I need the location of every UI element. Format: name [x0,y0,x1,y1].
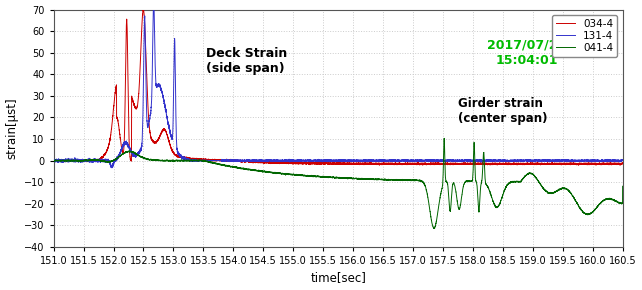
131-4 [160,102,168,105]
034-4 [50,159,58,162]
X-axis label: time[sec]: time[sec] [310,271,366,284]
041-4 [131,151,139,155]
041-4 [92,158,100,162]
034-4 [575,164,582,167]
Text: 2017/07/29
15:04:01: 2017/07/29 15:04:01 [487,39,566,67]
041-4 [164,159,172,162]
034-4 [355,162,363,165]
131-4 [108,166,116,170]
Legend: 034-4, 131-4, 041-4: 034-4, 131-4, 041-4 [551,15,618,57]
034-4 [230,159,238,163]
131-4 [150,0,157,1]
041-4 [230,166,238,169]
041-4 [50,159,58,162]
Line: 041-4: 041-4 [54,138,623,228]
131-4 [619,159,627,162]
131-4 [50,160,58,164]
041-4 [160,159,168,163]
034-4 [139,8,147,11]
034-4 [619,161,627,164]
041-4 [440,137,448,140]
034-4 [92,159,100,162]
131-4 [355,159,363,162]
041-4 [619,184,627,188]
131-4 [165,123,173,127]
131-4 [131,155,139,158]
034-4 [131,105,139,108]
131-4 [230,159,238,162]
Text: Girder strain
(center span): Girder strain (center span) [458,97,548,125]
034-4 [164,138,172,141]
Line: 131-4: 131-4 [54,0,623,168]
Line: 034-4: 034-4 [54,9,623,165]
Y-axis label: strain[μst]: strain[μst] [6,97,19,159]
Text: Deck Strain
(side span): Deck Strain (side span) [206,47,288,75]
034-4 [160,127,168,130]
041-4 [430,226,438,230]
131-4 [92,158,100,162]
041-4 [355,177,363,181]
